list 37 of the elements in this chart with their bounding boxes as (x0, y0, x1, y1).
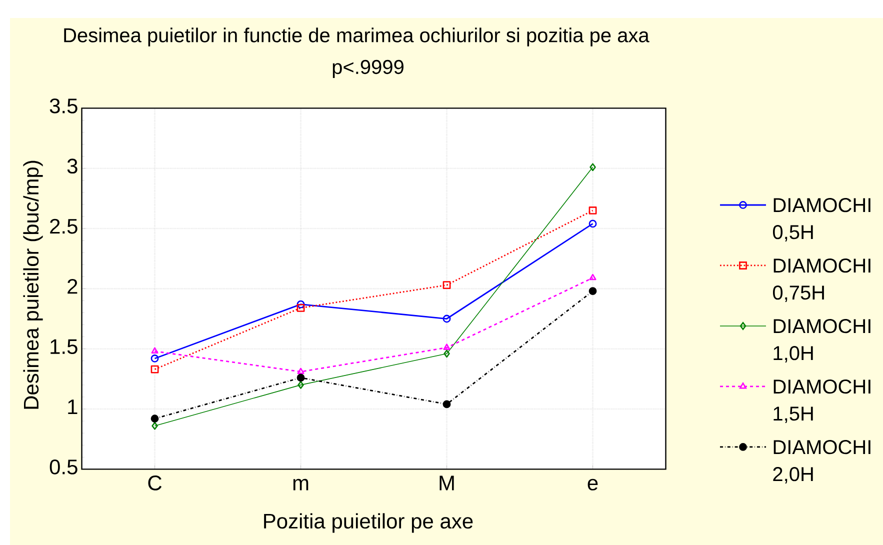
point (442, 400, 451, 408)
legend-label: DIAMOCHI 0,75H (772, 258, 870, 302)
y-tick-label: 3.5 (50, 98, 78, 114)
point (151, 347, 158, 354)
point (442, 281, 451, 290)
point (296, 300, 305, 308)
y-tick-label: 2 (68, 279, 78, 294)
point (588, 206, 597, 214)
point (150, 414, 159, 423)
point (444, 350, 450, 358)
point (588, 287, 597, 296)
legend-label: DIAMOCHI 2,0H (773, 440, 870, 484)
point (589, 274, 596, 280)
legend-label: DIAMOCHI 0,5H (772, 198, 870, 242)
point (296, 304, 305, 312)
y-tick-label: 1 (68, 400, 78, 414)
point (297, 368, 304, 374)
chart-subtitle: p<.9999 (332, 60, 404, 78)
y-tick-label: 2.5 (50, 218, 78, 234)
x-tick-label: m (293, 478, 308, 490)
x-tick-label: C (148, 476, 162, 490)
y-tick-label: 1.5 (50, 339, 78, 354)
point (443, 344, 450, 350)
y-axis-title: Desimea puietilor (buc/mp) (23, 160, 43, 409)
x-axis-title: Pozitia puietilor pe axe (264, 513, 473, 533)
x-tick-label: e (588, 478, 598, 490)
legend-label: DIAMOCHI 1,0H (774, 319, 870, 363)
point (590, 163, 596, 172)
point (442, 314, 451, 323)
point (150, 365, 159, 374)
y-tick-label: 0.5 (50, 460, 78, 474)
point (298, 380, 304, 389)
legend-label: DIAMOCHI 1,5H (774, 380, 870, 424)
y-tick-label: 3 (67, 158, 78, 174)
point (296, 374, 305, 382)
chart-title: Desimea puietilor in functie de marimea ochiurilor si pozitia pe axa (64, 28, 650, 46)
x-tick-label: M (440, 476, 454, 490)
